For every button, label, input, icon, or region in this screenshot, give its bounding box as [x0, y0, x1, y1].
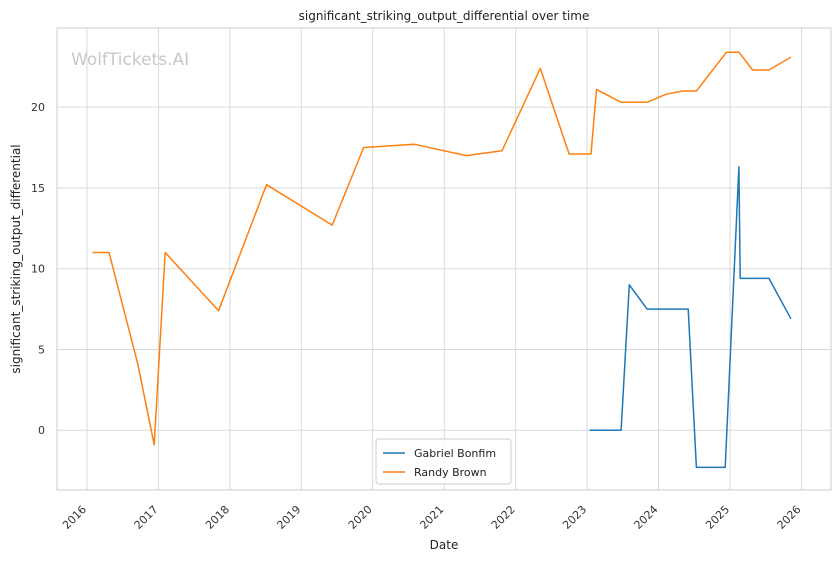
y-tick-label: 20	[31, 101, 45, 114]
legend-label-randy-brown: Randy Brown	[414, 466, 487, 479]
x-tick-label: 2021	[417, 503, 446, 532]
x-tick-labels: 2016 2017 2018 2019 2020 2021 2022 2023 2024 2025…	[60, 503, 804, 532]
y-tick-label: 5	[38, 343, 45, 356]
series-line-gabriel-bonfim	[589, 166, 792, 469]
y-tick-label: 10	[31, 263, 45, 276]
x-tick-label: 2025	[703, 503, 732, 532]
series-line-randy-brown	[92, 51, 792, 446]
legend-box	[375, 438, 512, 485]
y-tick-labels: 0 5 10 15 20	[31, 101, 45, 437]
y-tick-label: 15	[31, 182, 45, 195]
chart-title: significant_striking_output_differential…	[299, 9, 590, 23]
x-tick-label: 2019	[274, 503, 303, 532]
x-tick-label: 2026	[775, 503, 804, 532]
legend: Gabriel Bonfim Randy Brown	[375, 438, 512, 485]
x-tick-label: 2024	[632, 503, 661, 532]
x-tick-label: 2016	[60, 503, 89, 532]
y-tick-label: 0	[38, 424, 45, 437]
x-tick-label: 2017	[132, 503, 161, 532]
series-layer	[92, 51, 792, 469]
x-tick-label: 2018	[203, 503, 232, 532]
y-axis-title: significant_striking_output_differential	[9, 144, 23, 373]
legend-label-gabriel-bonfim: Gabriel Bonfim	[414, 447, 496, 460]
x-tick-label: 2020	[346, 503, 375, 532]
watermark: WolfTickets.AI	[71, 50, 189, 70]
x-axis-title: Date	[430, 538, 459, 552]
plot-area	[56, 27, 832, 491]
x-tick-label: 2023	[560, 503, 589, 532]
grid	[57, 28, 831, 490]
x-tick-label: 2022	[489, 503, 518, 532]
